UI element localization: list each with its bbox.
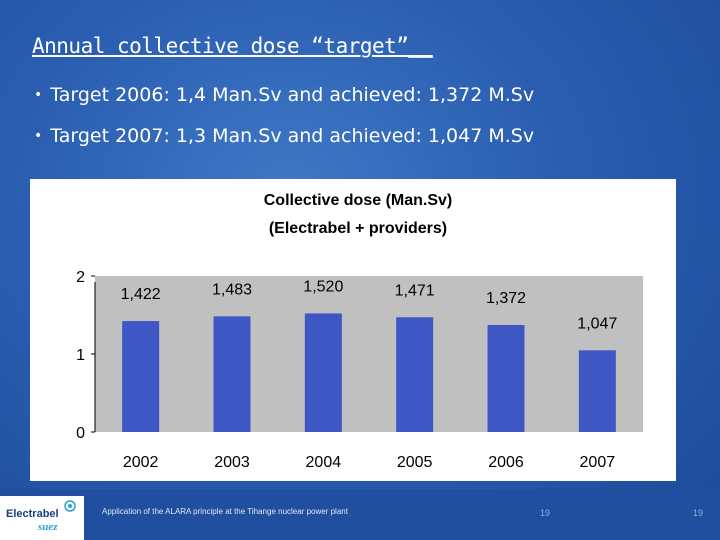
bar-value-label: 1,422 [121, 286, 161, 303]
logo-sub: suez [38, 521, 58, 533]
y-tick-label: 2 [76, 269, 85, 286]
x-tick-label: 2004 [306, 454, 342, 471]
bullet-dot-icon: • [34, 87, 43, 103]
x-tick-label: 2005 [397, 454, 433, 471]
company-logo: Electrabel suez [0, 496, 84, 540]
x-tick-label: 2002 [123, 454, 159, 471]
bullet-target-2007: • Target 2007: 1,3 Man.Sv and achieved: 1… [34, 125, 534, 147]
bar-2004 [304, 313, 342, 432]
x-tick-label: 2006 [488, 454, 524, 471]
bar-2002 [122, 321, 160, 432]
bar-2005 [396, 317, 434, 432]
bullet-dot-icon: • [34, 128, 43, 144]
bar-value-label: 1,520 [303, 278, 343, 295]
bar-2006 [487, 324, 525, 432]
bar-value-label: 1,471 [395, 282, 435, 299]
chart-title: Collective dose (Man.Sv) [264, 192, 453, 209]
bullet-target-2006: • Target 2006: 1,4 Man.Sv and achieved: 1… [34, 84, 534, 106]
footer-band [0, 489, 720, 540]
bars-group: 1,422 2002 1,483 2003 1,520 2004 1,471 2005 1,37… [121, 278, 618, 471]
bar-value-label: 1,047 [577, 315, 617, 332]
logo-mark-icon [64, 500, 76, 512]
bar-2003 [213, 316, 251, 432]
slide-title: Annual collective dose “target”__ [32, 34, 433, 58]
page-number-right: 19 [693, 508, 704, 518]
x-tick-label: 2007 [580, 454, 616, 471]
bar-2007 [578, 350, 616, 432]
chart-svg: Collective dose (Man.Sv) (Electrabel + p… [76, 192, 643, 471]
collective-dose-chart: Collective dose (Man.Sv) (Electrabel + p… [30, 179, 676, 481]
footer-caption: Application of the ALARA principle at th… [102, 507, 348, 516]
chart-subtitle: (Electrabel + providers) [269, 220, 447, 237]
plot-area [95, 276, 643, 432]
logo-text: Electrabel [6, 508, 59, 520]
page-number-center: 19 [540, 508, 551, 518]
x-tick-label: 2003 [214, 454, 250, 471]
bar-value-label: 1,372 [486, 290, 526, 307]
bullet-text: Target 2007: 1,3 Man.Sv and achieved: 1,… [50, 125, 535, 147]
bar-value-label: 1,483 [212, 281, 252, 298]
bullet-text: Target 2006: 1,4 Man.Sv and achieved: 1,… [50, 84, 535, 106]
y-tick-label: 1 [76, 347, 85, 364]
y-tick-label: 0 [76, 425, 85, 442]
